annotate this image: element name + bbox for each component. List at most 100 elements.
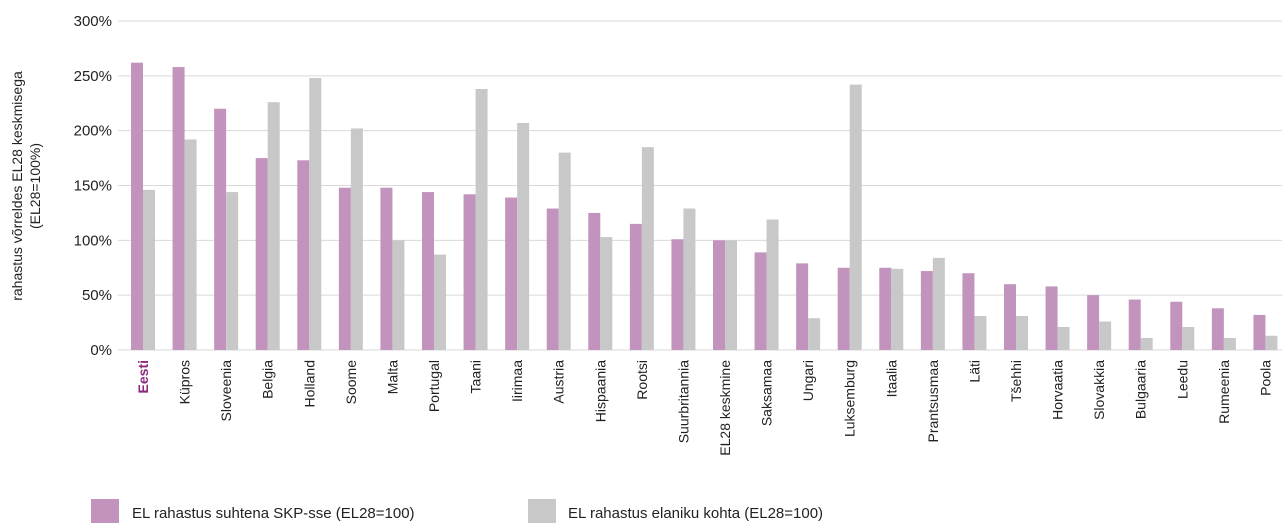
bar-per-capita: [434, 254, 446, 350]
bar-per-capita: [267, 102, 280, 350]
x-tick-label: Hispaania: [592, 360, 608, 422]
x-tick-label: Slovakkia: [1091, 360, 1107, 420]
x-tick-label: Rumeenia: [1216, 360, 1232, 424]
y-axis: 0% 50% 100% 150% 200% 250% 300%: [74, 13, 112, 359]
legend-swatch-per-capita: [528, 499, 556, 523]
bar-gdp: [879, 267, 892, 350]
bar-per-capita: [974, 316, 987, 350]
bar-gdp: [1004, 284, 1016, 350]
x-tick-label: Malta: [384, 360, 400, 394]
bar-per-capita: [641, 147, 654, 350]
bar-gdp: [1170, 301, 1183, 350]
bar-gdp: [422, 192, 434, 350]
y-tick-label: 250%: [74, 68, 112, 85]
x-tick-label: EL28 keskmine: [717, 360, 733, 456]
x-tick-label: Itaalia: [883, 360, 899, 398]
bar-per-capita: [1140, 337, 1153, 350]
x-tick-label: Rootsi: [634, 360, 650, 400]
bar-gdp: [131, 62, 143, 350]
bar-per-capita: [849, 84, 862, 351]
bar-per-capita: [1182, 326, 1195, 350]
bar-per-capita: [350, 128, 363, 350]
bar-gdp: [338, 187, 351, 350]
x-tick-label: Leedu: [1174, 360, 1190, 399]
bar-gdp: [1087, 295, 1100, 350]
x-tick-label: Portugal: [426, 360, 442, 412]
bar-gdp: [588, 212, 601, 350]
bar-gdp: [1045, 286, 1058, 350]
x-axis: Eesti Küpros Sloveenia Belgia Holland Soome Ma…: [135, 360, 1273, 456]
bar-gdp: [920, 271, 933, 350]
bar-per-capita: [683, 208, 696, 350]
x-tick-label: Soome: [343, 360, 359, 405]
x-tick-label: Sloveenia: [218, 360, 234, 422]
bar-gdp: [629, 223, 642, 350]
x-tick-label: Belgia: [260, 360, 276, 399]
bar-gdp: [962, 273, 975, 350]
x-tick-label: Prantsusmaa: [925, 360, 941, 443]
bar-gdp: [1128, 299, 1141, 350]
x-tick-label: Iirimaa: [509, 360, 525, 402]
bar-per-capita: [309, 78, 322, 350]
bar-gdp: [546, 208, 559, 350]
y-tick-label: 100%: [74, 232, 112, 249]
legend-swatch-gdp: [91, 499, 119, 523]
bar-gdp: [380, 187, 393, 350]
bar-per-capita: [517, 122, 530, 351]
bar-gdp: [1211, 308, 1224, 350]
y-axis-title-line1: rahastus võrreldes EL28 keskmisega: [9, 71, 25, 301]
bar-gdp: [172, 67, 185, 350]
bar-per-capita: [392, 240, 405, 350]
legend-label-gdp: EL rahastus suhtena SKP-sse (EL28=100): [132, 505, 415, 522]
bar-gdp: [671, 239, 684, 350]
y-tick-label: 150%: [74, 178, 112, 195]
bar-per-capita: [143, 189, 155, 350]
bar-per-capita: [600, 237, 613, 350]
x-tick-label: Horvaatia: [1050, 360, 1066, 420]
bar-gdp: [255, 158, 268, 350]
bar-gdp: [713, 240, 725, 350]
bar-per-capita: [1099, 321, 1112, 350]
x-tick-label: Poola: [1257, 360, 1273, 396]
bar-per-capita: [1016, 316, 1028, 350]
x-tick-label: Läti: [966, 360, 982, 383]
bars: [131, 62, 1278, 351]
legend: EL rahastus suhtena SKP-sse (EL28=100) E…: [91, 499, 823, 523]
x-tick-label: Holland: [301, 360, 317, 407]
bar-gdp: [754, 252, 767, 350]
bar-per-capita: [808, 318, 821, 350]
x-tick-label: Bulgaaria: [1133, 360, 1149, 419]
legend-label-per-capita: EL rahastus elaniku kohta (EL28=100): [568, 505, 823, 522]
bar-gdp: [463, 194, 476, 350]
bar-per-capita: [1265, 335, 1278, 350]
bar-per-capita: [475, 88, 488, 350]
y-tick-label: 300%: [74, 13, 112, 30]
bar-per-capita: [558, 152, 571, 350]
bar-gdp: [1253, 314, 1266, 350]
x-tick-label: Ungari: [800, 360, 816, 401]
x-tick-label: Austria: [551, 360, 567, 404]
gridlines: [118, 20, 1282, 351]
bar-gdp: [297, 160, 310, 350]
bar-per-capita: [932, 257, 945, 350]
x-tick-label: Küpros: [177, 360, 193, 404]
bar-per-capita: [226, 192, 239, 350]
x-tick-label: Eesti: [135, 360, 151, 393]
y-tick-label: 200%: [74, 123, 112, 140]
x-tick-label: Taani: [468, 360, 484, 393]
bar-per-capita: [891, 268, 904, 350]
bar-per-capita: [1057, 326, 1070, 350]
bar-gdp: [837, 267, 850, 350]
y-tick-label: 50%: [82, 287, 112, 304]
bar-gdp: [505, 197, 518, 350]
bar-per-capita: [1223, 337, 1236, 350]
bar-gdp: [214, 108, 227, 350]
bar-per-capita: [725, 240, 737, 350]
x-tick-label: Luksemburg: [842, 360, 858, 437]
bar-per-capita: [184, 139, 197, 350]
x-tick-label: Tšehhi: [1008, 360, 1024, 402]
bar-per-capita: [766, 219, 779, 350]
x-tick-label: Saksamaa: [759, 360, 775, 426]
bar-gdp: [796, 263, 809, 350]
